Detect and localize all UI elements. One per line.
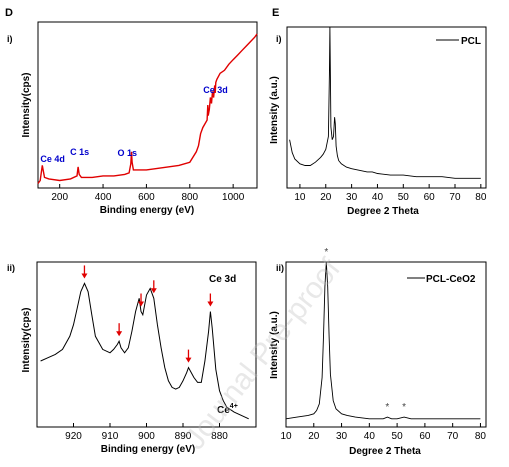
x-axis-ticks: 200 400 600 800 1000: [51, 184, 245, 203]
plot-frame: [286, 26, 487, 189]
plot-frame: [37, 21, 258, 189]
x-tick-label: 60: [424, 192, 436, 203]
x-tick-label: 80: [475, 431, 487, 442]
xrd-pcl-curve: [289, 26, 481, 179]
x-tick-label: 400: [95, 192, 112, 203]
panel-letter-d: D: [5, 7, 13, 19]
ce4-annotation: Ce4+: [217, 403, 238, 416]
x-axis-label: Binding energy (eV): [100, 205, 194, 216]
panel-letter-e: E: [272, 7, 279, 19]
legend-label-pcl-ceo2: PCL-CeO2: [426, 274, 476, 285]
peak-arrow-head: [116, 331, 123, 337]
x-tick-label: 20: [308, 431, 320, 442]
x-tick-label: 80: [475, 192, 487, 203]
element-label: O 1s: [117, 148, 137, 158]
x-axis-label: Degree 2 Theta: [349, 446, 421, 457]
x-axis-ticks: 10 20 30 40 50 60 70 80: [280, 423, 486, 442]
subpanel-label-e-ii: ii): [276, 263, 284, 273]
xps-survey-chart: 200 400 600 800 1000 Ce 4d C 1s O 1s Ce 3d Bind…: [21, 21, 258, 216]
subpanel-label-e-i: i): [276, 34, 282, 44]
x-tick-label: 600: [138, 192, 155, 203]
x-tick-label: 40: [372, 192, 384, 203]
peak-arrow-head: [81, 273, 88, 279]
element-labels: Ce 4d C 1s O 1s Ce 3d: [40, 85, 227, 164]
subpanel-label-d-i: i): [7, 34, 13, 44]
y-axis-label: Intensity(cps): [21, 72, 32, 137]
xps-survey-curve: [37, 33, 258, 184]
element-label: Ce 3d: [203, 85, 228, 95]
x-tick-label: 920: [65, 431, 82, 442]
xrd-pcl-ceo2-chart: 10 20 30 40 50 60 70 80 * * * PCL-CeO2 Degree 2 T…: [269, 247, 487, 457]
peak-arrow-head: [207, 301, 214, 307]
x-tick-label: 800: [181, 192, 198, 203]
x-tick-label: 910: [102, 431, 119, 442]
x-tick-label: 880: [211, 431, 228, 442]
element-label: C 1s: [70, 147, 89, 157]
peak-arrows: [81, 265, 214, 363]
x-tick-label: 900: [138, 431, 155, 442]
x-tick-label: 20: [320, 192, 332, 203]
chart-title-ce3d: Ce 3d: [209, 274, 236, 285]
x-axis-label: Degree 2 Theta: [347, 206, 419, 217]
subpanel-label-d-ii: ii): [7, 263, 15, 273]
x-tick-label: 70: [447, 431, 459, 442]
x-axis-ticks: 10 20 30 40 50 60 70 80: [294, 184, 487, 203]
xrd-pcl-ceo2-curve: [285, 261, 481, 420]
x-tick-label: 30: [336, 431, 348, 442]
x-tick-label: 50: [398, 192, 410, 203]
x-tick-label: 70: [449, 192, 461, 203]
x-tick-label: 890: [175, 431, 192, 442]
x-tick-label: 200: [51, 192, 68, 203]
xps-ce3d-curve: [40, 282, 249, 420]
xps-ce3d-chart: 920 910 900 890 880 Ce 3d Ce4+ Binding energ…: [21, 261, 257, 455]
x-tick-label: 1000: [222, 192, 245, 203]
peak-arrow-head: [150, 288, 157, 294]
peak-asterisk: *: [402, 402, 406, 413]
peak-arrow-head: [138, 301, 145, 307]
x-tick-label: 60: [419, 431, 431, 442]
plot-frame: [285, 261, 487, 428]
x-axis-ticks: 920 910 900 890 880: [65, 423, 228, 442]
watermark: Journal Pre-proof: [178, 252, 347, 455]
legend-label-pcl: PCL: [461, 36, 481, 47]
peak-asterisk: *: [324, 247, 328, 258]
peak-asterisk: *: [385, 402, 389, 413]
element-label: Ce 4d: [40, 154, 65, 164]
y-axis-label: Intensity (a.u.): [269, 311, 280, 379]
x-axis-label: Binding energy (eV): [101, 444, 195, 455]
x-tick-label: 30: [346, 192, 358, 203]
x-tick-label: 10: [280, 431, 292, 442]
x-tick-label: 10: [294, 192, 306, 203]
y-axis-label: Intensity(cps): [21, 307, 32, 372]
xrd-pcl-chart: 10 20 30 40 50 60 70 80 PCL Degree 2 Theta Inte…: [269, 26, 487, 217]
x-tick-label: 40: [364, 431, 376, 442]
peak-asterisks: * * *: [324, 247, 406, 413]
y-axis-label: Intensity (a.u.): [269, 76, 280, 144]
peak-arrow-head: [185, 357, 192, 363]
x-tick-label: 50: [392, 431, 404, 442]
